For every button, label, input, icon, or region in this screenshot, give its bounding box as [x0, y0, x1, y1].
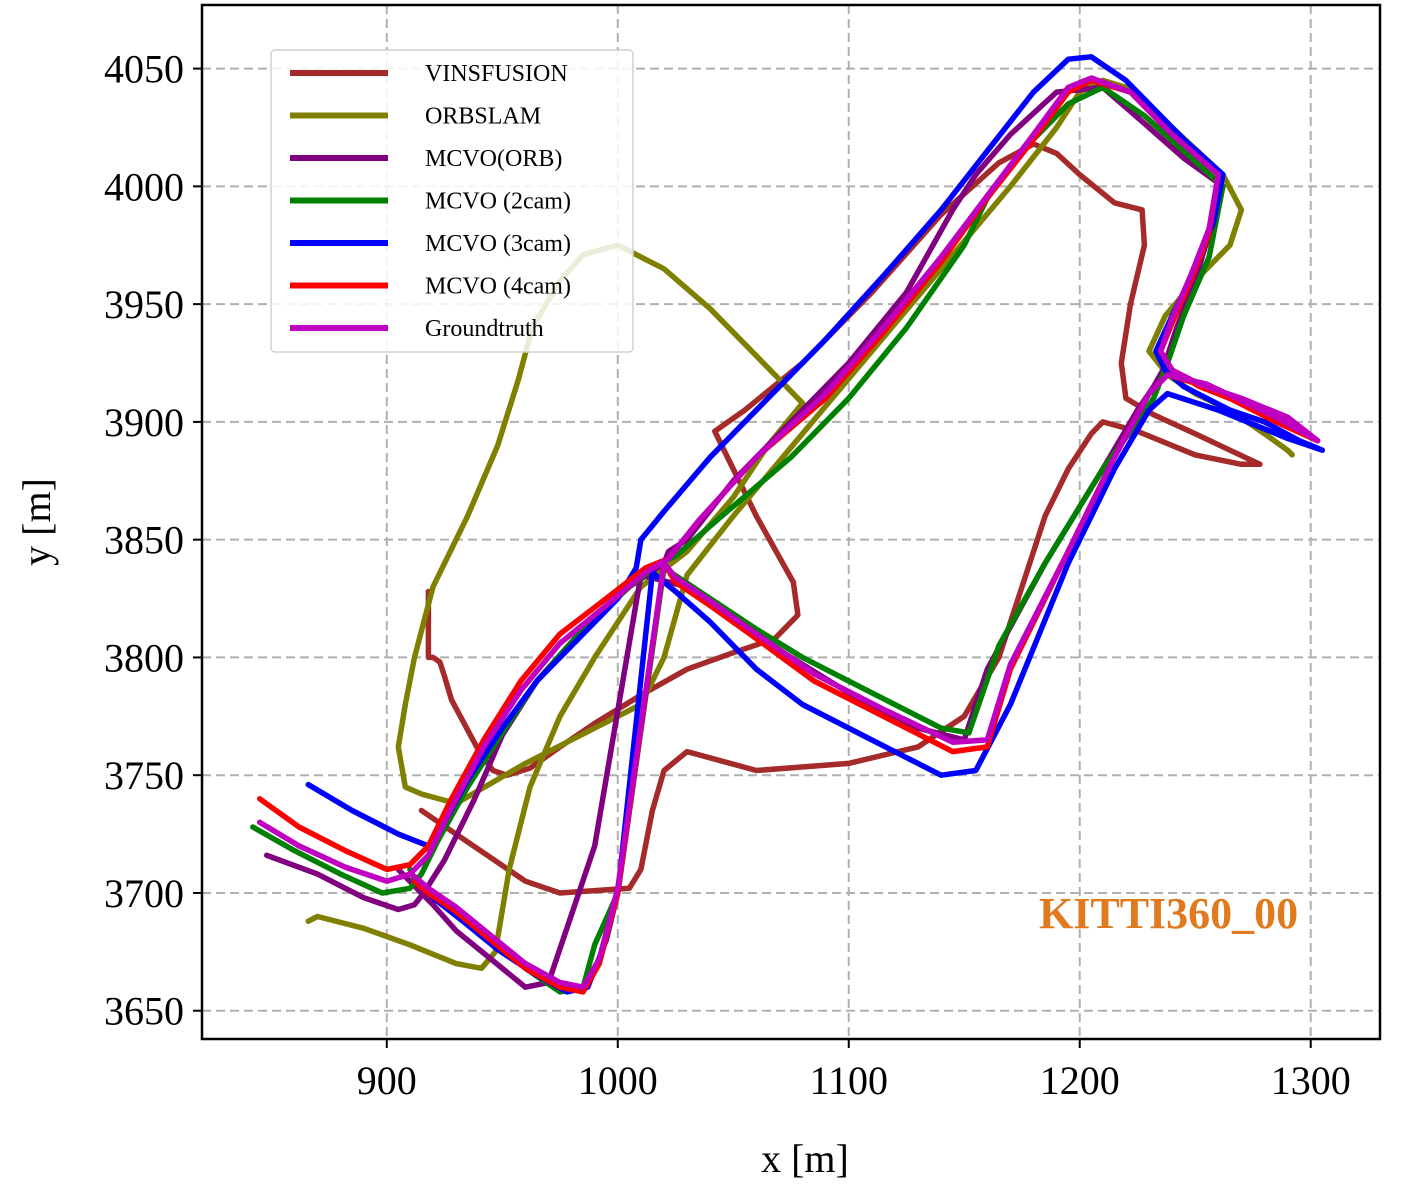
y-tick-label: 3850 [104, 518, 184, 563]
y-tick-label: 3750 [104, 753, 184, 798]
y-axis-label: y [m] [14, 478, 59, 566]
legend: VINSFUSION ORBSLAM MCVO(ORB) MCVO (2cam) MCV… [270, 49, 634, 353]
ticks: 900 1000 1100 1200 1300 3650 3700 3750 3800 3850 3… [104, 47, 1351, 1103]
series-layer [250, 54, 1326, 995]
legend-label-mcvo-3cam: MCVO (3cam) [425, 231, 571, 257]
legend-box [270, 49, 634, 353]
dataset-annotation: KITTI360_00 [1039, 889, 1298, 938]
series-line-orbslam [305, 77, 1295, 972]
y-tick-label: 3950 [104, 282, 184, 327]
legend-label-vinsfusion: VINSFUSION [425, 61, 568, 87]
legend-label-orbslam: ORBSLAM [425, 104, 541, 130]
series-line-groundtruth [256, 75, 1321, 990]
x-tick-label: 1100 [809, 1058, 888, 1103]
x-tick-label: 1300 [1271, 1058, 1351, 1103]
plot-frame [200, 3, 1382, 1041]
y-tick-label: 3800 [104, 635, 184, 680]
x-axis-label: x [m] [761, 1136, 849, 1181]
legend-label-mcvo-orb: MCVO(ORB) [425, 146, 562, 172]
legend-label-mcvo-2cam: MCVO (2cam) [425, 189, 571, 215]
legend-label-groundtruth: Groundtruth [425, 316, 544, 342]
legend-label-mcvo-4cam: MCVO (4cam) [425, 274, 571, 300]
x-tick-label: 1000 [578, 1058, 658, 1103]
y-tick-label: 3900 [104, 400, 184, 445]
y-tick-label: 4000 [104, 164, 184, 209]
y-tick-label: 3650 [104, 989, 184, 1034]
y-tick-label: 4050 [104, 47, 184, 92]
x-tick-label: 1200 [1040, 1058, 1120, 1103]
y-tick-label: 3700 [104, 871, 184, 916]
x-tick-label: 900 [357, 1058, 417, 1103]
